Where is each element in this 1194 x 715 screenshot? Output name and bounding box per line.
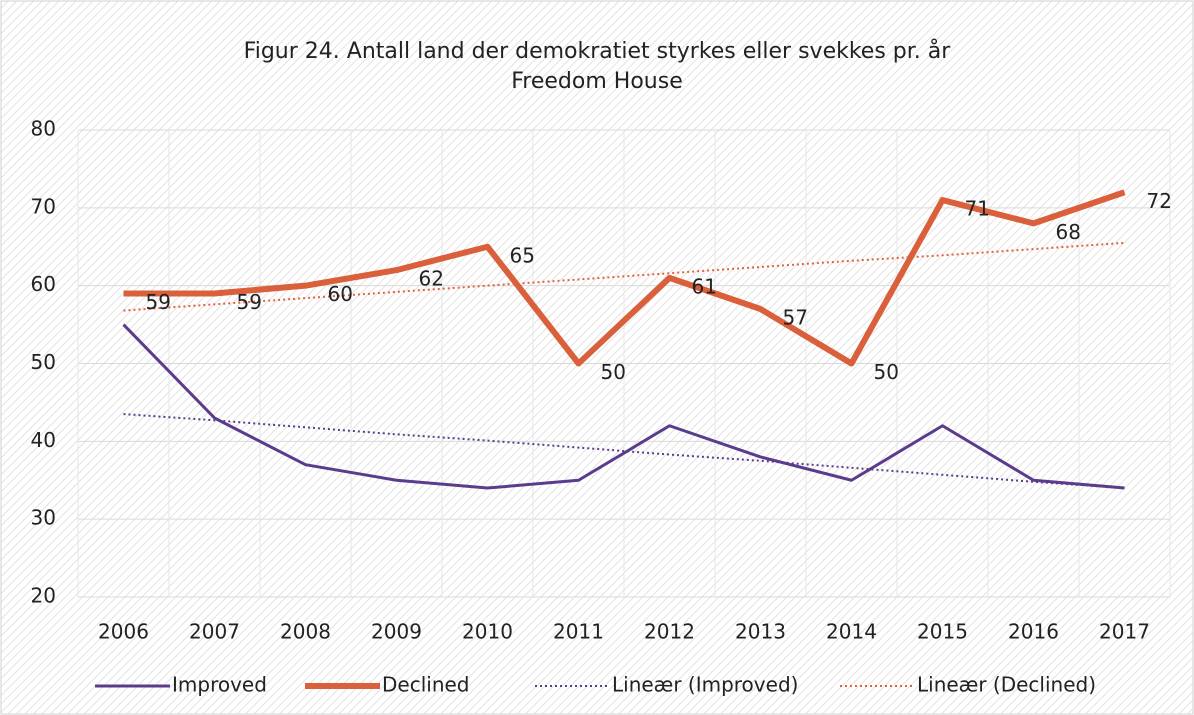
data-label: 59	[237, 290, 262, 314]
series-line	[123, 189, 1126, 367]
data-label: 61	[692, 274, 717, 298]
data-label: 60	[328, 282, 353, 306]
data-label: 50	[601, 360, 626, 384]
x-tick-label: 2014	[826, 620, 877, 644]
data-label: 65	[510, 243, 535, 267]
x-tick-label: 2010	[462, 620, 513, 644]
x-tick-label: 2007	[189, 620, 240, 644]
legend-label: Improved	[172, 673, 267, 697]
legend-label: Declined	[382, 673, 470, 697]
x-tick-label: 2008	[280, 620, 331, 644]
x-tick-label: 2011	[553, 620, 604, 644]
y-tick-label: 80	[31, 117, 56, 141]
x-tick-label: 2017	[1099, 620, 1150, 644]
y-tick-label: 50	[31, 350, 56, 374]
data-label: 59	[146, 290, 171, 314]
data-label: 50	[874, 360, 899, 384]
x-tick-label: 2013	[735, 620, 786, 644]
series-line	[123, 413, 1125, 490]
data-label: 72	[1147, 189, 1172, 213]
chart-subtitle: Freedom House	[511, 69, 682, 94]
legend-label: Lineær (Declined)	[917, 673, 1096, 697]
x-tick-label: 2012	[644, 620, 695, 644]
y-tick-label: 30	[31, 506, 56, 530]
y-tick-label: 40	[31, 428, 56, 452]
x-tick-label: 2009	[371, 620, 422, 644]
data-label: 71	[965, 197, 990, 221]
data-label: 62	[419, 267, 444, 291]
data-label: 57	[783, 306, 808, 330]
series-line	[123, 241, 1125, 312]
data-label: 68	[1056, 220, 1081, 244]
y-tick-label: 70	[31, 194, 56, 218]
y-tick-label: 20	[31, 584, 56, 608]
series-line	[122, 323, 1125, 490]
x-tick-label: 2016	[1008, 620, 1059, 644]
x-tick-label: 2006	[98, 620, 149, 644]
y-tick-label: 60	[31, 272, 56, 296]
chart-title: Figur 24. Antall land der demokratiet st…	[244, 38, 952, 64]
legend-label: Lineær (Improved)	[612, 673, 798, 697]
x-tick-label: 2015	[917, 620, 968, 644]
